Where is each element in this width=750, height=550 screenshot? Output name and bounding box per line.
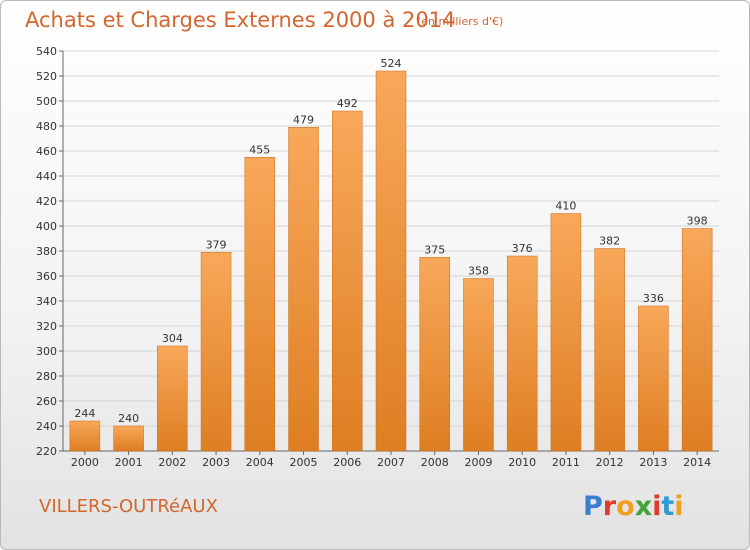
y-tick-label: 300	[36, 345, 57, 358]
x-tick-label: 2013	[639, 456, 667, 469]
bar-2005	[288, 127, 319, 452]
bar-2006	[332, 110, 363, 452]
x-tick-label: 2003	[202, 456, 230, 469]
bar-2002	[157, 345, 188, 452]
logo-letter: i	[652, 491, 662, 522]
y-tick-label: 400	[36, 220, 57, 233]
bar-2014	[681, 228, 713, 452]
y-tick-label: 500	[36, 95, 57, 108]
bar-layer	[69, 70, 713, 452]
bar-2003	[200, 252, 232, 452]
x-tick-label: 2014	[683, 456, 711, 469]
bar-2009	[463, 278, 494, 452]
x-tick-label: 2011	[552, 456, 580, 469]
value-label: 382	[599, 235, 620, 248]
y-tick-label: 540	[36, 45, 57, 58]
logo-letter: x	[634, 491, 653, 522]
bar-2007	[375, 70, 407, 452]
bar-2010	[506, 255, 538, 452]
bar-2013	[638, 305, 669, 452]
y-tick-label: 280	[36, 370, 57, 383]
logo-letter: P	[583, 491, 603, 522]
x-tick-label: 2001	[115, 456, 143, 469]
logo-letter: t	[661, 491, 675, 522]
y-tick-label: 220	[36, 445, 57, 458]
logo-letter: o	[616, 491, 635, 522]
y-tick-label: 380	[36, 245, 57, 258]
y-tick-label: 260	[36, 395, 57, 408]
y-tick-label: 240	[36, 420, 57, 433]
bar-2000	[69, 420, 101, 452]
value-label: 455	[249, 143, 270, 156]
bar-2001	[113, 425, 144, 452]
value-label: 398	[687, 215, 708, 228]
label-layer: 244 240 304 379 455 479 492 524 375 358 376 410 382 3…	[74, 57, 707, 425]
x-tick-label: 2012	[596, 456, 624, 469]
bar-2004	[244, 157, 276, 452]
y-tick-label: 480	[36, 120, 57, 133]
x-tick-label: 2004	[246, 456, 274, 469]
value-label: 375	[424, 243, 445, 256]
value-label: 379	[206, 238, 227, 251]
value-label: 240	[118, 412, 139, 425]
value-label: 336	[643, 292, 664, 305]
x-tick-label: 2000	[71, 456, 99, 469]
logo-letter: r	[602, 491, 617, 522]
value-label: 244	[74, 407, 95, 420]
y-tick-label: 320	[36, 320, 57, 333]
value-label: 304	[162, 332, 183, 345]
x-tick-label: 2006	[333, 456, 361, 469]
x-tick-label: 2005	[290, 456, 318, 469]
chart-title: Achats et Charges Externes 2000 à 2014	[25, 8, 456, 32]
y-tick-label: 340	[36, 295, 57, 308]
commune-name: VILLERS-OUTRéAUX	[39, 496, 218, 517]
y-tick-label: 440	[36, 170, 57, 183]
y-tick-label: 360	[36, 270, 57, 283]
y-tick-label: 420	[36, 195, 57, 208]
bar-2012	[594, 248, 625, 452]
x-tick-label: 2007	[377, 456, 405, 469]
value-label: 410	[555, 200, 576, 213]
value-label: 524	[381, 57, 402, 70]
value-label: 492	[337, 97, 358, 110]
bar-2008	[419, 257, 450, 452]
value-label: 358	[468, 265, 489, 278]
chart-unit: (en milliers d'€)	[417, 15, 504, 28]
proxiti-logo: Proxiti	[583, 491, 684, 522]
value-label: 376	[512, 242, 533, 255]
logo-letter: i	[674, 491, 684, 522]
x-tick-label: 2008	[421, 456, 449, 469]
value-label: 479	[293, 113, 314, 126]
y-tick-label: 460	[36, 145, 57, 158]
x-tick-label: 2002	[158, 456, 186, 469]
y-tick-label: 520	[36, 70, 57, 83]
bar-2011	[550, 213, 582, 452]
x-tick-label: 2009	[464, 456, 492, 469]
x-tick-label: 2010	[508, 456, 536, 469]
